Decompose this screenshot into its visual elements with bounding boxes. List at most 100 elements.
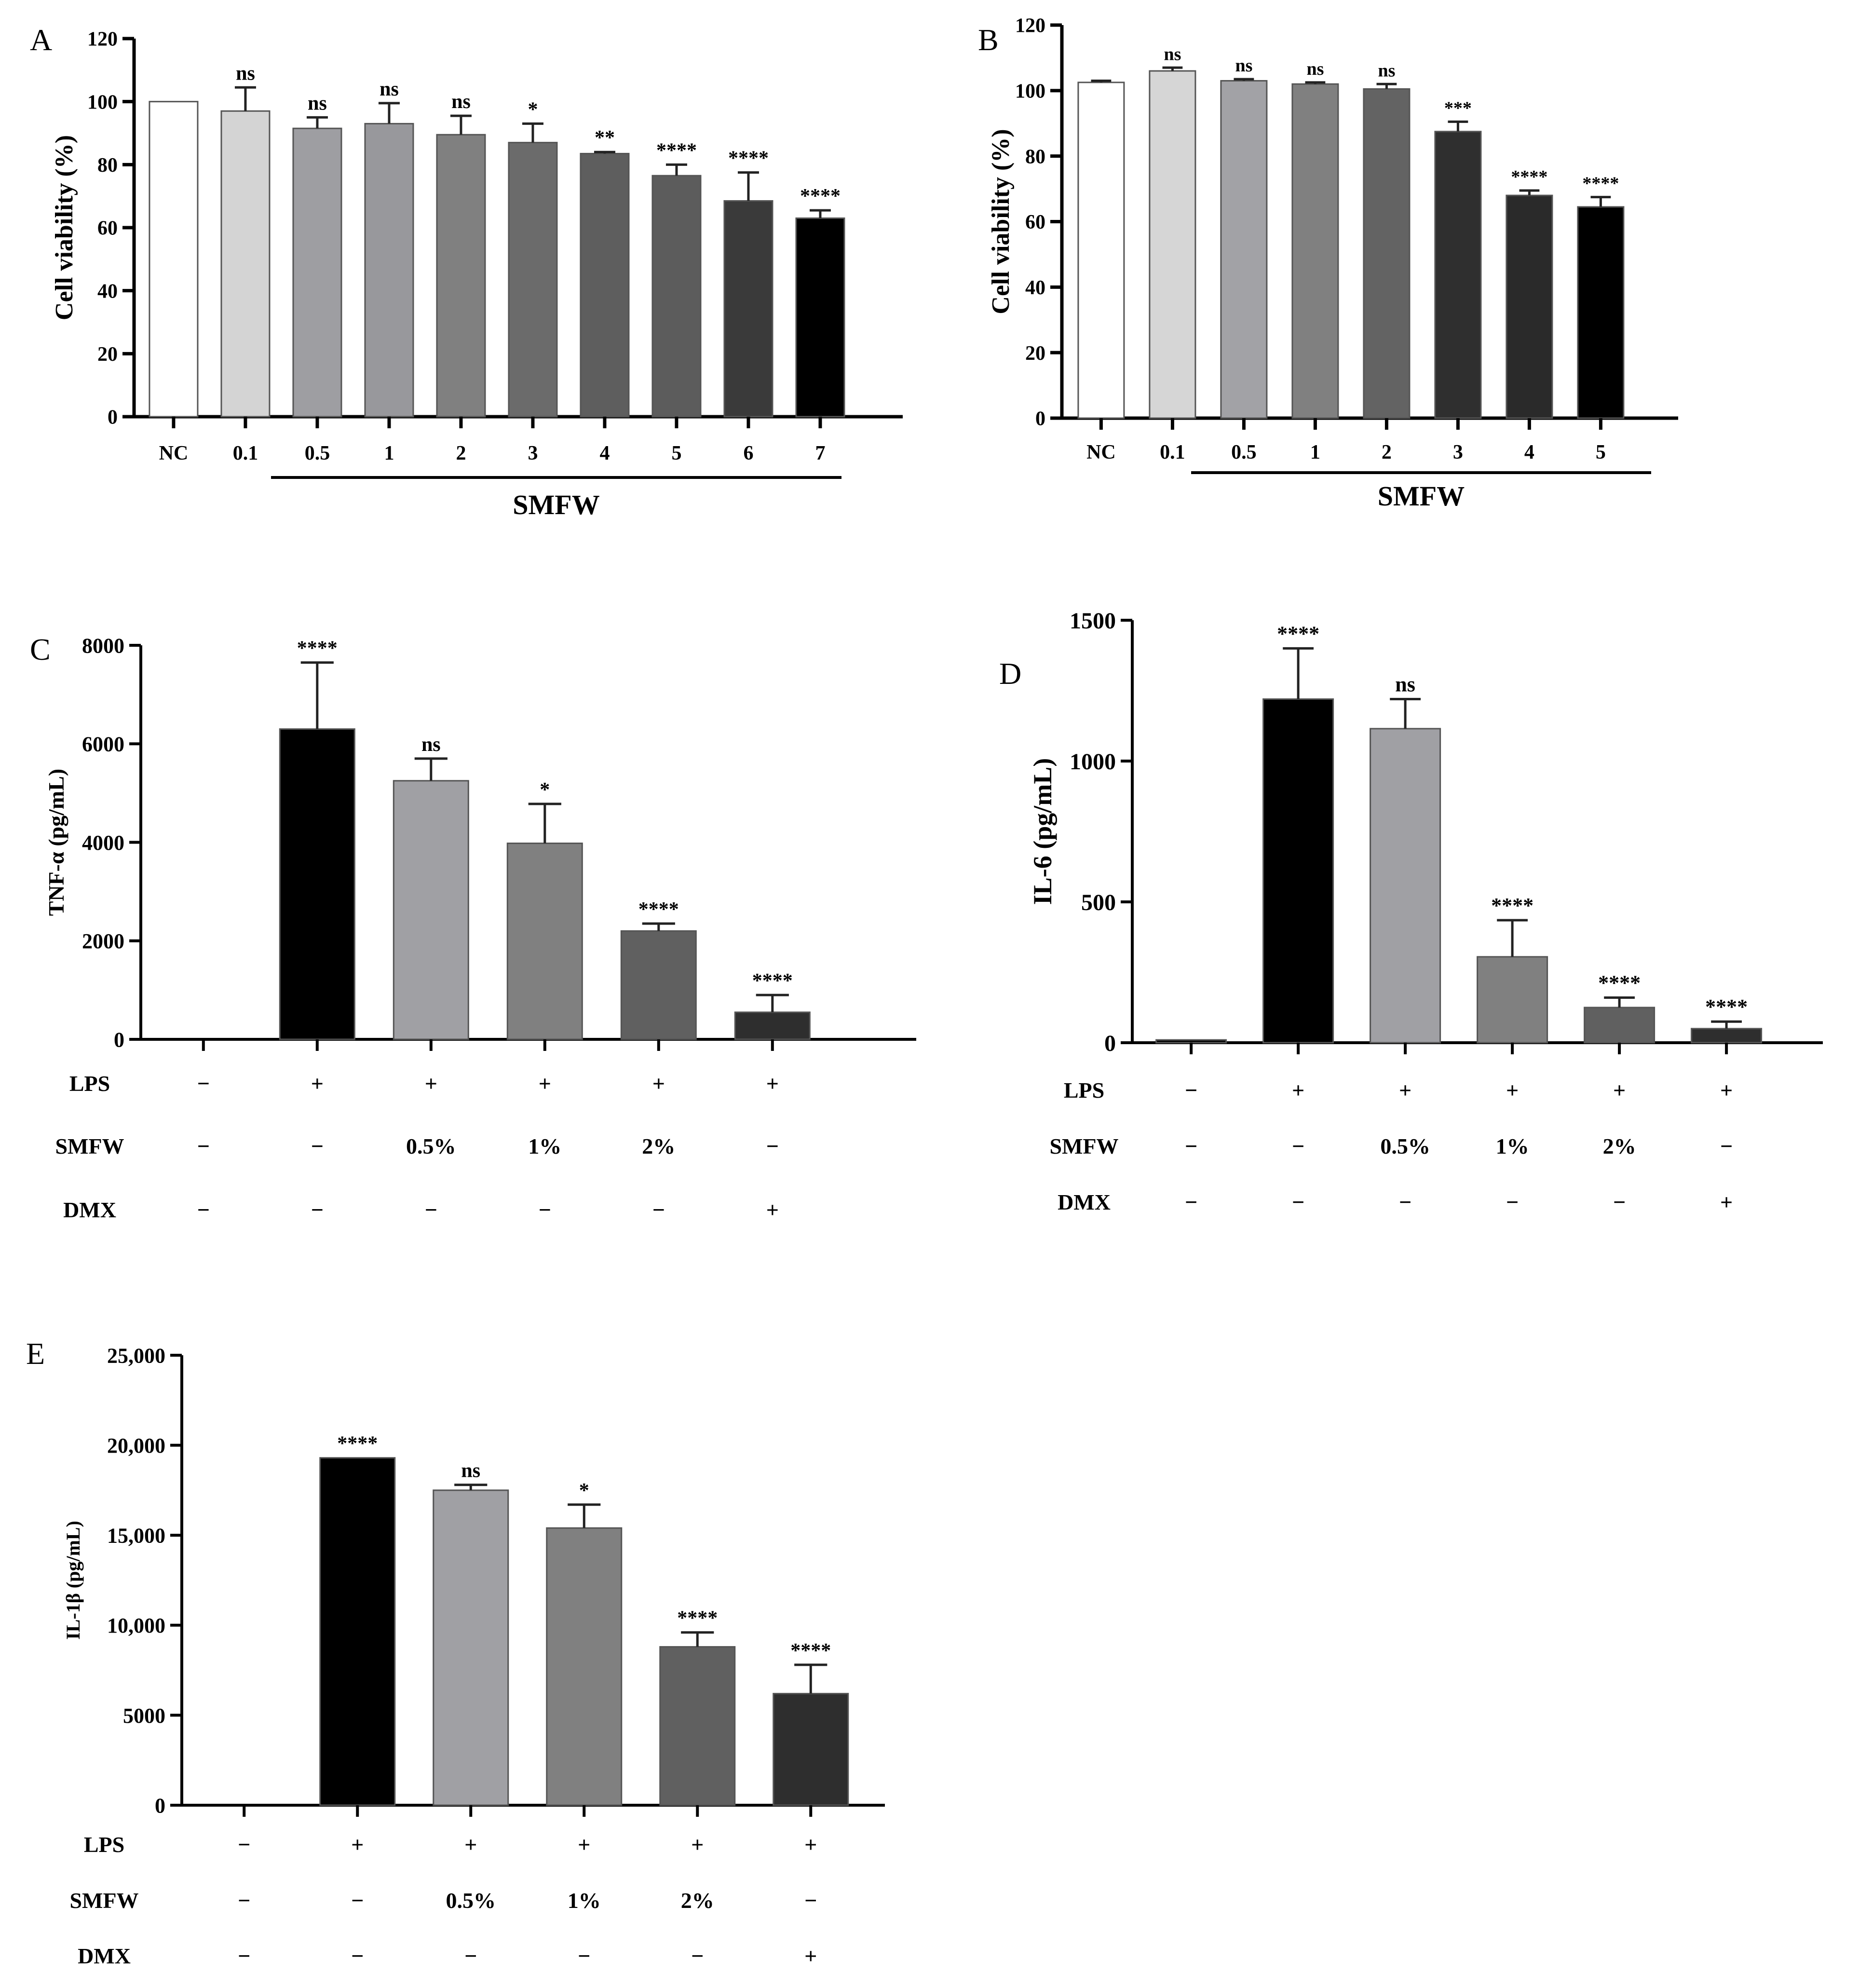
bar — [1363, 88, 1411, 419]
treatment-cell: − — [425, 1198, 437, 1222]
y-tick-label: 2000 — [82, 929, 124, 953]
panel-letter: B — [978, 23, 999, 57]
bar — [1577, 206, 1625, 419]
treatment-row-label: LPS — [1064, 1078, 1104, 1103]
treatment-cell: + — [351, 1832, 364, 1857]
significance-label: ** — [595, 127, 615, 149]
panel-b: B 0 20 40 60 80 100 120 Cell viability (%) NC ns 0.… — [978, 15, 1678, 512]
treatment-cell: − — [1185, 1134, 1197, 1158]
bar — [1220, 80, 1268, 419]
treatment-cell: − — [197, 1134, 210, 1158]
y-axis-label: Cell viability (%) — [987, 129, 1015, 314]
treatment-cell: − — [1613, 1190, 1626, 1214]
significance-label: **** — [677, 1607, 718, 1630]
x-tick-label: 4 — [1524, 441, 1534, 463]
panel-d: D 0 500 1000 1500 IL-6 (pg/mL) **** ns **** **** *… — [999, 608, 1823, 1214]
bar — [149, 101, 199, 418]
panel-letter: E — [26, 1336, 45, 1371]
significance-label: ns — [421, 734, 441, 756]
treatment-cell: − — [1292, 1190, 1304, 1214]
bar — [508, 142, 558, 418]
treatment-cell: + — [804, 1832, 817, 1857]
y-tick-label: 10,000 — [107, 1614, 165, 1637]
y-tick-label: 0 — [1035, 408, 1045, 430]
y-tick-label: 40 — [1025, 277, 1045, 299]
significance-label: ns — [1395, 673, 1415, 696]
treatment-cell: − — [766, 1134, 779, 1158]
treatment-cell: 2% — [681, 1888, 714, 1913]
treatment-cell: 0.5% — [1380, 1134, 1430, 1158]
y-tick-label: 80 — [1025, 146, 1045, 168]
y-tick-label: 20 — [97, 343, 118, 366]
x-tick-label: 1 — [1310, 441, 1320, 463]
treatment-cell: − — [1506, 1190, 1519, 1214]
treatment-cell: + — [1399, 1078, 1411, 1103]
y-axis-label: TNF-α (pg/mL) — [44, 769, 68, 916]
panel-a: A 0 20 40 60 80 100 120 Cell viability (%) NC ns 0.… — [30, 23, 903, 520]
treatment-cell: + — [766, 1198, 779, 1222]
treatment-cell: + — [539, 1071, 551, 1096]
y-tick-label: 0 — [1104, 1031, 1116, 1056]
y-tick-label: 0 — [114, 1028, 124, 1051]
treatment-cell: + — [578, 1832, 590, 1857]
x-tick-label: 6 — [743, 442, 753, 464]
treatment-cell: − — [464, 1944, 477, 1968]
significance-label: **** — [1511, 167, 1547, 187]
bar — [1149, 70, 1196, 419]
x-tick-label: NC — [1086, 441, 1116, 463]
significance-label: * — [528, 98, 538, 121]
significance-label: ns — [1306, 59, 1324, 79]
significance-label: ns — [308, 92, 327, 114]
treatment-cell: + — [1720, 1078, 1733, 1103]
treatment-cell: + — [425, 1071, 437, 1096]
y-tick-label: 80 — [97, 154, 118, 177]
treatment-row-label: SMFW — [55, 1134, 124, 1158]
treatment-cell: + — [464, 1832, 477, 1857]
treatment-cell: + — [311, 1071, 324, 1096]
y-axis-label: Cell viability (%) — [51, 135, 78, 320]
x-tick-label: 7 — [815, 442, 825, 464]
significance-label: **** — [752, 970, 793, 992]
significance-label: ns — [236, 62, 255, 84]
treatment-cell: − — [311, 1198, 324, 1222]
x-tick-label: 0.1 — [233, 442, 258, 464]
y-tick-label: 20,000 — [107, 1434, 165, 1457]
y-axis-label: IL-1β (pg/mL) — [62, 1521, 84, 1640]
x-tick-label: 0.5 — [1231, 441, 1257, 463]
bar — [1291, 83, 1339, 419]
treatment-cell: − — [351, 1888, 364, 1913]
x-tick-label: 3 — [1453, 441, 1463, 463]
y-tick-label: 4000 — [82, 831, 124, 855]
bar — [1477, 956, 1548, 1044]
y-tick-label: 500 — [1081, 890, 1116, 915]
bar — [659, 1646, 736, 1806]
bar — [795, 217, 845, 418]
treatment-row-label: SMFW — [1049, 1134, 1118, 1158]
y-tick-label: 100 — [1015, 81, 1045, 103]
treatment-cell: 1% — [568, 1888, 601, 1913]
group-label: SMFW — [513, 489, 599, 520]
x-tick-label: 4 — [599, 442, 610, 464]
treatment-cell: − — [351, 1944, 364, 1968]
significance-label: ns — [461, 1460, 480, 1482]
treatment-cell: − — [1185, 1190, 1197, 1214]
bar — [1506, 194, 1553, 419]
treatment-cell: + — [1720, 1190, 1733, 1214]
panel-e: E 0 5000 10,000 15,000 20,000 25,000 IL-1β (pg/… — [26, 1336, 885, 1968]
significance-label: **** — [1582, 174, 1619, 194]
significance-label: ns — [1235, 55, 1252, 76]
y-tick-label: 6000 — [82, 733, 124, 756]
bar — [364, 123, 414, 418]
y-tick-label: 120 — [87, 28, 118, 51]
significance-label: **** — [790, 1640, 831, 1662]
bar — [220, 110, 271, 418]
treatment-row-label: SMFW — [69, 1888, 138, 1913]
treatment-cell: − — [1720, 1134, 1733, 1158]
significance-label: **** — [297, 638, 338, 660]
treatment-cell: − — [197, 1071, 210, 1096]
bar — [279, 728, 355, 1040]
bar — [773, 1693, 849, 1806]
x-tick-label: 2 — [456, 442, 466, 464]
bar — [1584, 1007, 1655, 1044]
panel-letter: D — [999, 656, 1021, 691]
